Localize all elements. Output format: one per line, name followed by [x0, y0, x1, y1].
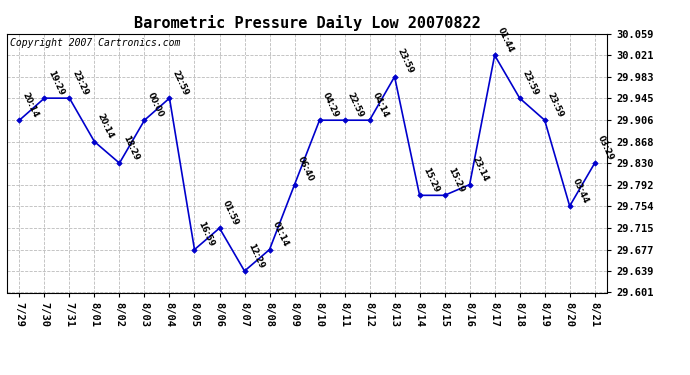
Text: 23:29: 23:29 — [71, 69, 90, 97]
Text: 23:59: 23:59 — [546, 91, 566, 119]
Text: 23:59: 23:59 — [521, 69, 540, 97]
Text: 00:00: 00:00 — [146, 91, 165, 119]
Text: 22:59: 22:59 — [171, 69, 190, 97]
Text: 18:29: 18:29 — [121, 134, 140, 162]
Text: 23:59: 23:59 — [396, 47, 415, 75]
Text: 20:14: 20:14 — [21, 91, 40, 119]
Text: 15:29: 15:29 — [421, 166, 440, 194]
Text: 22:59: 22:59 — [346, 91, 366, 119]
Text: 01:44: 01:44 — [496, 26, 515, 54]
Text: 12:29: 12:29 — [246, 242, 266, 270]
Title: Barometric Pressure Daily Low 20070822: Barometric Pressure Daily Low 20070822 — [134, 15, 480, 31]
Text: Copyright 2007 Cartronics.com: Copyright 2007 Cartronics.com — [10, 38, 180, 48]
Text: 19:29: 19:29 — [46, 69, 66, 97]
Text: 16:59: 16:59 — [196, 220, 215, 248]
Text: 03:29: 03:29 — [596, 134, 615, 162]
Text: 01:14: 01:14 — [271, 220, 290, 248]
Text: 04:29: 04:29 — [321, 91, 340, 119]
Text: 23:14: 23:14 — [471, 155, 491, 183]
Text: 15:29: 15:29 — [446, 166, 466, 194]
Text: 20:14: 20:14 — [96, 112, 115, 140]
Text: 06:40: 06:40 — [296, 155, 315, 183]
Text: 03:44: 03:44 — [571, 177, 591, 205]
Text: 04:14: 04:14 — [371, 91, 391, 119]
Text: 01:59: 01:59 — [221, 199, 240, 227]
